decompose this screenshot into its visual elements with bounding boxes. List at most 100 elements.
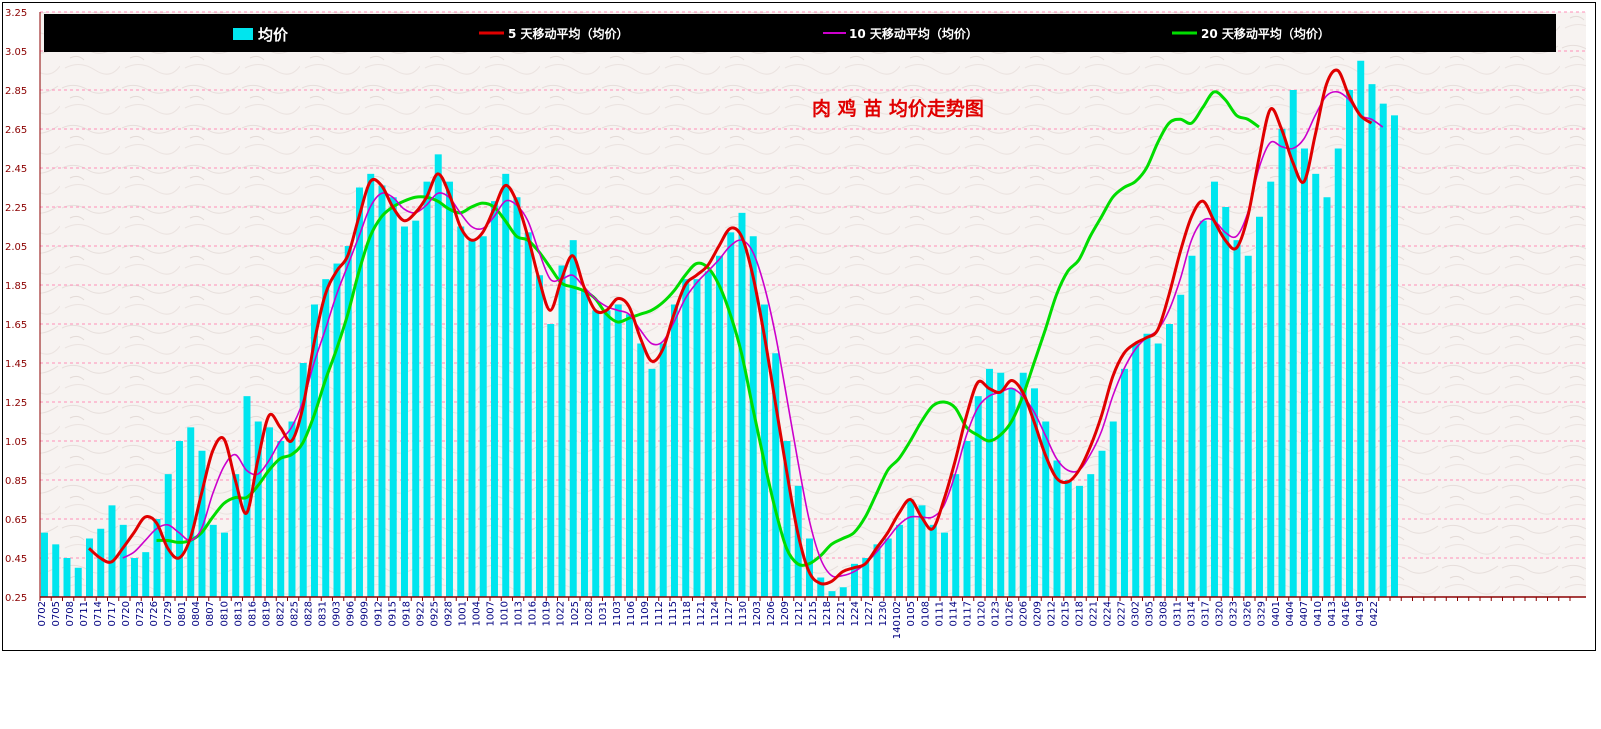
bar [839, 587, 847, 597]
bar [603, 310, 611, 597]
bar [176, 441, 183, 597]
bar [862, 558, 870, 597]
x-tick-label: 1227 [864, 601, 875, 626]
bar [502, 173, 510, 597]
x-tick-label: 0302 [1131, 601, 1142, 626]
chart-title: 肉 鸡 苗 均价走势图 [812, 97, 984, 120]
bar [479, 236, 487, 597]
bar [288, 421, 296, 597]
y-axis-ticks: 3.25 3.05 2.85 2.65 2.45 2.25 2.05 1.85 1.65 1.45… [5, 8, 27, 604]
x-tick-label: 1121 [696, 601, 707, 626]
bar [1368, 84, 1376, 597]
bar [1031, 388, 1038, 597]
y-tick-label: 1.25 [5, 398, 27, 409]
bar [209, 524, 217, 597]
y-tick-label: 1.85 [5, 281, 27, 292]
x-tick-label: 1106 [626, 601, 637, 626]
bar [389, 197, 397, 597]
x-tick-label: 0227 [1117, 601, 1128, 626]
bar [592, 310, 600, 597]
bar [952, 474, 960, 597]
x-tick-label: 1118 [682, 601, 693, 626]
bar [232, 474, 240, 597]
y-tick-label: 2.45 [5, 164, 27, 175]
x-tick-label: 1109 [640, 601, 651, 626]
bar [896, 524, 903, 597]
bar [1346, 90, 1353, 597]
bar [1177, 294, 1185, 597]
bar [311, 304, 318, 597]
x-tick-label: 0915 [388, 601, 399, 626]
x-tick-label: 0717 [107, 601, 118, 626]
x-tick-label: 1112 [654, 601, 665, 626]
bar [772, 353, 780, 597]
x-tick-label: 0311 [1173, 601, 1184, 626]
bar [659, 343, 667, 597]
x-tick-label: 0928 [444, 601, 455, 626]
bar [142, 552, 150, 597]
bar [1289, 90, 1297, 597]
legend-label-ma20: 20 天移动平均（均价） [1201, 26, 1330, 41]
y-tick-label: 1.45 [5, 359, 27, 370]
bar [929, 524, 937, 597]
x-tick-label: 0906 [345, 601, 356, 626]
bar [1188, 255, 1196, 597]
bar [198, 450, 206, 597]
bar [1222, 207, 1230, 597]
x-tick-label: 0705 [51, 601, 62, 626]
x-tick-label: 0413 [1327, 601, 1338, 626]
x-tick-label: 0308 [1159, 601, 1170, 626]
x-tick-label: 0813 [233, 601, 244, 626]
bar [536, 275, 543, 597]
bar [716, 255, 723, 597]
x-tick-label: 0726 [149, 601, 160, 626]
x-tick-label: 0323 [1229, 601, 1240, 626]
bar [41, 532, 48, 597]
bar [614, 304, 622, 597]
x-tick-label: 0822 [275, 601, 286, 626]
bar [637, 343, 645, 597]
x-tick-label: 1218 [822, 601, 833, 626]
x-tick-label: 0720 [121, 601, 132, 626]
x-tick-label: 1001 [458, 601, 469, 626]
x-tick-label: 0903 [331, 601, 342, 626]
y-tick-label: 3.25 [5, 8, 27, 19]
x-tick-label: 0909 [359, 601, 370, 626]
y-tick-label: 2.85 [5, 86, 27, 97]
x-tick-label: 0317 [1201, 601, 1212, 626]
x-tick-label: 1115 [668, 601, 679, 626]
x-tick-label: 0729 [163, 601, 174, 626]
bar [884, 538, 892, 597]
bar [1008, 388, 1016, 597]
bar [1098, 450, 1106, 597]
bar [333, 263, 341, 597]
x-tick-label: 1130 [738, 601, 749, 626]
x-tick-label: 0816 [247, 601, 258, 626]
bar [1132, 343, 1140, 597]
bar [119, 524, 127, 597]
bar [828, 591, 836, 597]
bar [63, 558, 71, 597]
bar [963, 441, 971, 597]
bar [524, 232, 532, 597]
bar [322, 279, 330, 597]
bar [581, 290, 588, 597]
y-tick-label: 2.65 [5, 125, 27, 136]
x-tick-label: 1127 [724, 601, 735, 626]
bar [412, 220, 420, 597]
bar [356, 187, 363, 597]
x-tick-label: 1215 [808, 601, 819, 626]
ma5-line [87, 68, 1373, 586]
x-tick-label: 0221 [1089, 601, 1100, 626]
x-tick-label: 1221 [836, 601, 847, 626]
x-tick-label: 0329 [1257, 601, 1268, 626]
bar [918, 505, 926, 597]
x-tick-label: 1010 [500, 601, 511, 626]
bar [1042, 421, 1050, 597]
x-tick-label: 0209 [1032, 601, 1043, 626]
x-tick-label: 0224 [1103, 601, 1114, 626]
bar [1211, 181, 1218, 597]
x-tick-label: 1212 [794, 601, 805, 626]
bar [1199, 220, 1207, 597]
